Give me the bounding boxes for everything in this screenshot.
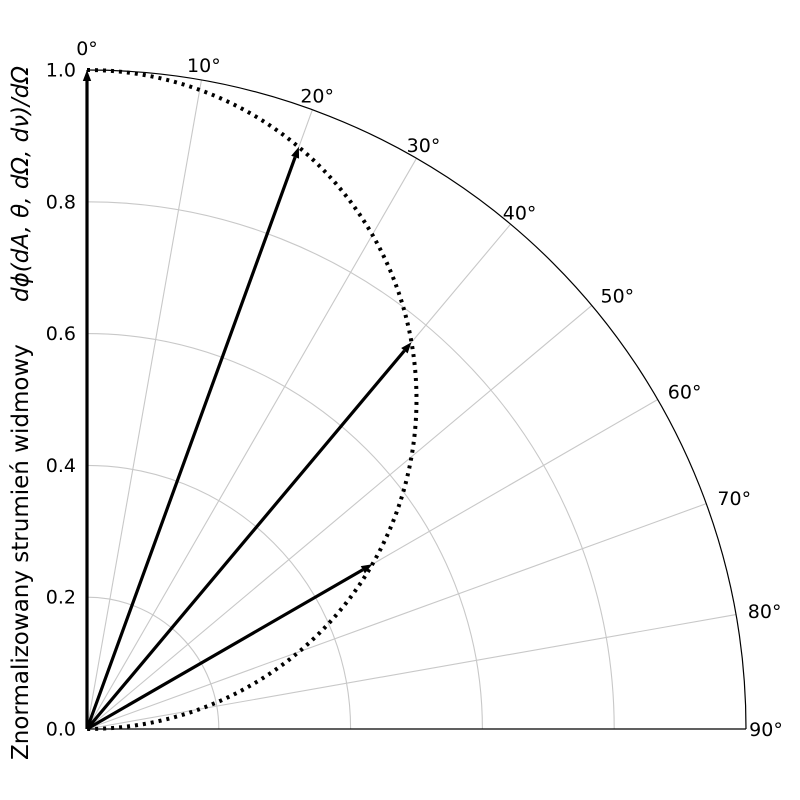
angle-tick-label: 0° <box>76 38 98 60</box>
angle-tick-label: 50° <box>601 285 635 307</box>
angle-tick-label: 70° <box>717 488 751 510</box>
angular-grid-line <box>86 304 593 730</box>
vector-arrow-head <box>291 146 300 159</box>
radial-tick-label: 0.2 <box>46 587 76 609</box>
y-axis-label-group: Znormalizowany strumień widmowy <box>8 344 34 760</box>
radial-tick-label: 0.4 <box>46 455 76 477</box>
angular-grid-line <box>86 614 737 730</box>
radial-grid-arc <box>86 464 352 730</box>
curve-layer <box>86 68 419 731</box>
arrow-layer <box>82 70 412 731</box>
radial-grid-arc <box>86 201 615 730</box>
y-axis-math-label-group: dϕ(dA, θ, dΩ, dν)/dΩ <box>8 66 34 302</box>
radial-tick-label: 0.8 <box>46 191 76 213</box>
radial-grid-arc <box>86 333 483 730</box>
vector-arrow-shaft <box>86 568 364 731</box>
angular-grid-line <box>86 158 417 730</box>
vector-arrow-shaft <box>85 156 297 730</box>
label-layer: 0.0 0.2 0.4 0.6 0.8 1.00° 10° 20° 30° 40° 50° 60° 70… <box>46 38 783 741</box>
y-axis-label: Znormalizowany strumień widmowy <box>8 344 34 760</box>
angle-tick-label: 40° <box>503 203 537 225</box>
angle-tick-label: 10° <box>187 55 221 77</box>
angle-tick-label: 20° <box>300 86 334 108</box>
y-axis-math-label: dϕ(dA, θ, dΩ, dν)/dΩ <box>8 66 34 302</box>
angle-tick-label: 30° <box>407 135 441 157</box>
radial-tick-label: 0.6 <box>46 323 76 345</box>
radial-grid-arc <box>86 596 220 730</box>
vector-arrow-head <box>401 342 412 354</box>
grid-layer <box>86 79 737 730</box>
angle-tick-label: 60° <box>668 382 702 404</box>
radial-tick-label: 1.0 <box>46 60 76 82</box>
angle-tick-label: 90° <box>749 719 783 741</box>
radial-tick-label: 0.0 <box>46 719 76 741</box>
outer-arc <box>86 69 747 730</box>
vector-arrow-shaft <box>85 349 406 731</box>
vector-arrow-head <box>360 564 373 574</box>
angular-grid-line <box>86 503 707 730</box>
angular-grid-line <box>86 79 202 730</box>
cosine-curve <box>86 68 419 731</box>
angle-tick-label: 80° <box>748 601 782 623</box>
vector-arrow-head <box>82 70 92 81</box>
